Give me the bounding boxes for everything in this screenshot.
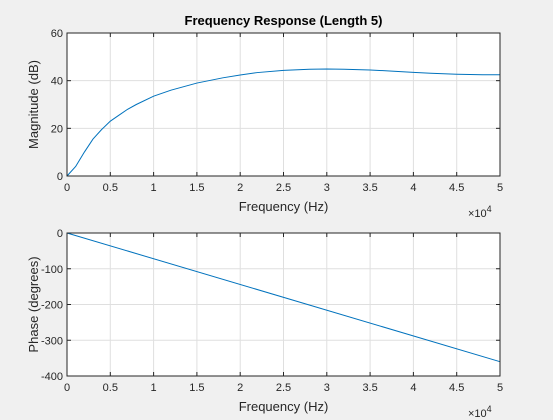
y-tick-label: 0 bbox=[57, 228, 63, 240]
x-tick-label: 4 bbox=[410, 382, 416, 394]
x-tick-label: 5 bbox=[497, 382, 503, 394]
y-tick-label: -300 bbox=[41, 335, 63, 347]
y-axis-label: Magnitude (dB) bbox=[26, 60, 41, 149]
y-tick-label: 40 bbox=[51, 76, 63, 88]
y-tick-label: -400 bbox=[41, 371, 63, 383]
y-tick-label: 20 bbox=[51, 123, 63, 135]
x-tick-label: 0 bbox=[64, 382, 70, 394]
x-tick-label: 3 bbox=[324, 182, 330, 194]
x-tick-label: 1 bbox=[151, 382, 157, 394]
chart-title: Frequency Response (Length 5) bbox=[185, 13, 383, 28]
x-tick-label: 0.5 bbox=[103, 182, 118, 194]
x-tick-label: 2 bbox=[237, 382, 243, 394]
x-tick-label: 4 bbox=[410, 182, 416, 194]
y-axis-label: Phase (degrees) bbox=[26, 256, 41, 352]
plot-2: 0 0.5 1 1.5 2 2.5 3 3.5 4 4.5 5 -400 -300 -200 -100 0 Fr… bbox=[26, 228, 503, 420]
x-tick-label: 4.5 bbox=[449, 182, 464, 194]
x-tick-label: 3.5 bbox=[362, 182, 377, 194]
x-axis-label: Frequency (Hz) bbox=[239, 399, 329, 414]
x-tick-label: 2.5 bbox=[276, 182, 291, 194]
y-tick-label: -100 bbox=[41, 264, 63, 276]
series-line-1 bbox=[66, 232, 501, 363]
x-tick-label: 2 bbox=[237, 182, 243, 194]
y-tick-label: 60 bbox=[51, 28, 63, 40]
x-tick-label: 2.5 bbox=[276, 382, 291, 394]
x-exponent-label: ×104 bbox=[468, 404, 492, 420]
x-axis-label: Frequency (Hz) bbox=[239, 199, 329, 214]
y-tick-label: -200 bbox=[41, 300, 63, 312]
plot-1: 0 0.5 1 1.5 2 2.5 3 3.5 4 4.5 5 0 20 40 60 Frequency (H… bbox=[26, 13, 503, 220]
x-exponent-label: ×104 bbox=[468, 204, 492, 220]
x-tick-label: 3 bbox=[324, 382, 330, 394]
x-tick-label: 0.5 bbox=[103, 382, 118, 394]
x-tick-label: 1 bbox=[151, 182, 157, 194]
x-tick-label: 5 bbox=[497, 182, 503, 194]
x-tick-label: 4.5 bbox=[449, 382, 464, 394]
y-tick-label: 0 bbox=[57, 171, 63, 183]
x-tick-label: 1.5 bbox=[189, 182, 204, 194]
x-tick-label: 3.5 bbox=[362, 382, 377, 394]
series-line-1 bbox=[66, 68, 500, 177]
x-tick-label: 0 bbox=[64, 182, 70, 194]
x-tick-label: 1.5 bbox=[189, 382, 204, 394]
